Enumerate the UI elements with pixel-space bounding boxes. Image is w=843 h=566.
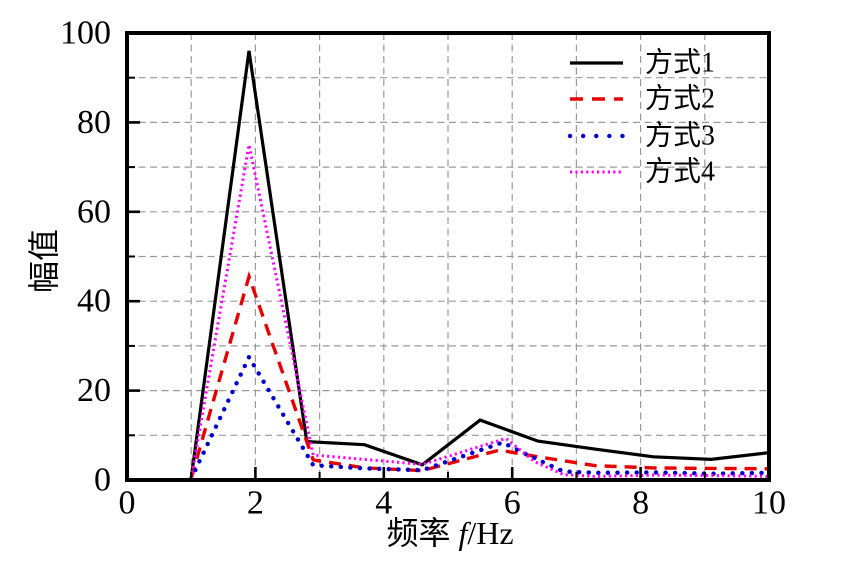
x-tick-label: 6 [504,485,521,522]
axis-ticks [125,31,771,482]
x-tick-label: 10 [752,485,786,522]
series-line-3 [188,352,772,481]
x-tick-label: 0 [119,485,136,522]
legend-item-1: 方式1 [570,47,715,79]
legend-label-3: 方式3 [645,120,715,152]
x-tick-labels: 0 2 4 6 8 10 [119,485,787,522]
series-line-4 [189,144,770,479]
y-tick-label: 100 [60,15,111,52]
y-tick-labels: 0 20 40 60 80 100 [60,15,111,499]
legend: 方式1 方式2 方式3 方式4 [567,47,715,188]
y-tick-label: 40 [77,283,111,320]
legend-label-1: 方式1 [645,47,715,79]
y-tick-label: 60 [77,193,111,230]
x-axis-title: 频率 f/Hz [386,515,513,551]
series-lines [188,50,772,481]
legend-label-2: 方式2 [645,83,715,115]
x-axis-title-suffix: /Hz [467,515,513,551]
legend-item-4: 方式4 [570,156,715,188]
x-tick-label: 8 [632,485,649,522]
x-tick-label: 2 [247,485,264,522]
series-line-2 [189,270,770,479]
y-tick-label: 80 [77,104,111,141]
legend-item-2: 方式2 [570,83,715,115]
y-tick-label: 20 [77,372,111,409]
series-line-1 [189,50,770,479]
y-tick-label: 0 [94,462,111,499]
legend-item-3: 方式3 [567,120,715,152]
legend-label-4: 方式4 [645,156,715,188]
y-axis-title: 幅值 [26,229,62,293]
x-tick-label: 4 [375,485,392,522]
x-axis-title-prefix: 频率 [386,515,458,551]
